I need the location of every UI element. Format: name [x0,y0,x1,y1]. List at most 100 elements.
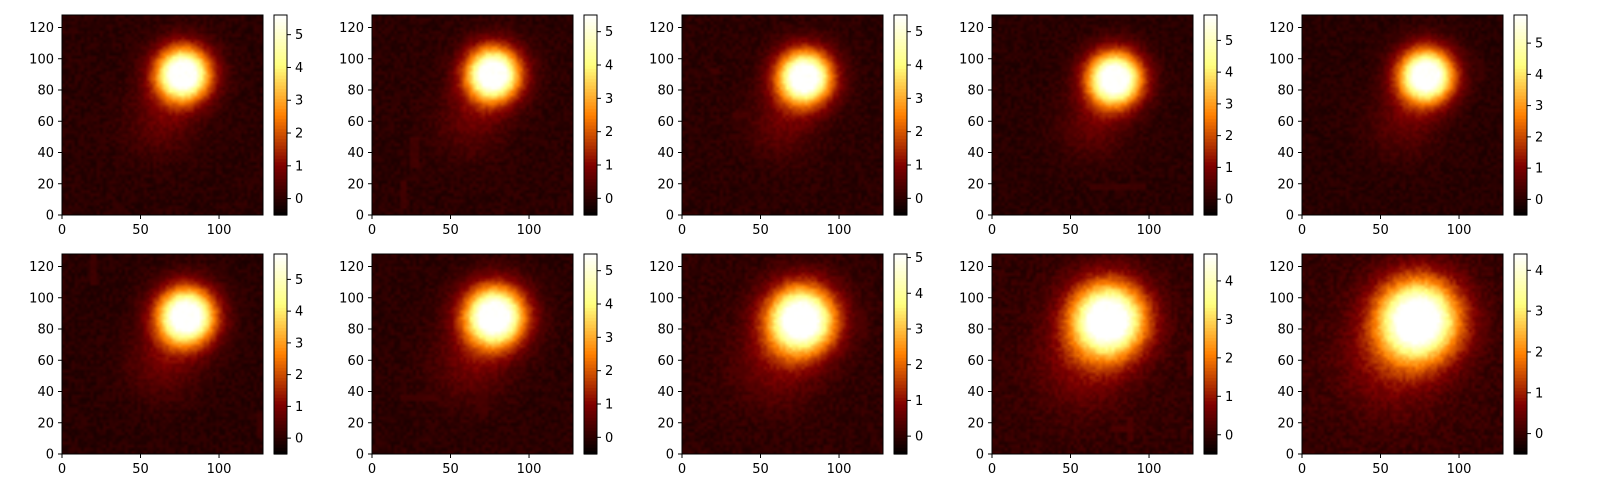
colorbar-step [1514,374,1527,378]
colorbar-step [584,300,597,305]
colorbar-step [584,414,597,418]
colorbar-step [274,404,287,408]
colorbar-step [1204,270,1217,275]
y-tick-label: 100 [29,291,54,306]
colorbar-step [1204,417,1217,422]
colorbar-tick-label: 5 [1225,34,1233,49]
colorbar-step [584,151,597,156]
colorbar-step [894,394,907,398]
colorbar-step [1204,297,1217,302]
y-tick-label: 0 [976,448,984,463]
y-tick-label: 20 [657,416,674,431]
colorbar-step [894,161,907,166]
colorbar-step [894,277,907,282]
colorbar-step [1514,185,1527,189]
colorbar-step [274,304,287,308]
colorbar-step [274,188,287,193]
colorbar-tick-label: 0 [605,431,613,446]
colorbar-step [1514,404,1527,408]
colorbar-tick-label: 1 [1225,161,1233,176]
colorbar-step [584,320,597,325]
colorbar-step [1204,51,1217,56]
heatmap-panel-5: 0 50 100 0 20 40 60 80 100 120 0 1 2 3 4 5 [1269,14,1543,238]
colorbar-step [274,270,287,275]
colorbar-step [1204,198,1217,203]
colorbar-step [894,350,907,355]
colorbar-step [1204,277,1217,282]
colorbar-step [1514,198,1527,203]
colorbar-step [894,417,907,422]
colorbar-step [1204,111,1217,116]
colorbar-step [1204,78,1217,83]
colorbar-tick-label: 1 [605,398,613,413]
colorbar-step [894,65,907,69]
colorbar-step [894,31,907,36]
y-tick-label: 60 [657,115,674,130]
colorbar: 0 1 2 3 4 5 [583,253,613,455]
colorbar-step [584,148,597,153]
colorbar-frame [273,14,288,216]
colorbar-step [894,284,907,288]
x-tick-label: 50 [442,462,459,477]
colorbar-step [1204,48,1217,53]
colorbar-step [584,347,597,352]
colorbar-step [584,78,597,83]
colorbar-step [274,260,287,265]
colorbar-step [274,380,287,385]
colorbar-step [1514,211,1527,216]
colorbar-step [1204,430,1217,435]
colorbar-step [1514,178,1527,183]
colorbar-step [584,105,597,109]
colorbar-step [584,327,597,332]
colorbar-step [584,98,597,103]
colorbar-step [1514,294,1527,298]
heatmap-image [372,254,573,454]
colorbar-step [274,434,287,438]
colorbar-step [1514,31,1527,36]
colorbar-step [894,444,907,448]
colorbar-step [1204,310,1217,315]
y-tick-label: 120 [29,260,54,275]
x-tick-label: 50 [752,223,769,238]
heatmap-panel-2: 0 50 100 0 20 40 60 80 100 120 0 1 2 3 4 5 [339,14,613,238]
y-tick-label: 0 [1286,209,1294,224]
colorbar-step [1514,78,1527,83]
colorbar-step [584,277,597,282]
colorbar-step [274,78,287,83]
colorbar-step [584,307,597,312]
colorbar-step [1514,75,1527,79]
colorbar-step [1204,450,1217,455]
colorbar-step [274,420,287,425]
colorbar-step [1514,38,1527,43]
colorbar-step [1514,181,1527,186]
y-tick-label: 80 [657,84,674,99]
colorbar-step [1514,437,1527,442]
colorbar-step [1514,71,1527,76]
colorbar-step [274,327,287,332]
colorbar-step [274,75,287,79]
colorbar-step [1204,387,1217,392]
colorbar-step [584,350,597,355]
colorbar-step [1204,370,1217,375]
colorbar-step [584,344,597,348]
colorbar-step [1514,105,1527,109]
colorbar-step [894,317,907,322]
colorbar-step [274,105,287,109]
colorbar-step [1514,41,1527,46]
colorbar-step [274,131,287,136]
colorbar-step [1514,165,1527,169]
colorbar-tick-label: 5 [295,28,303,43]
colorbar-step [1204,118,1217,123]
colorbar-step [894,347,907,352]
colorbar-step [894,314,907,318]
y-tick-label: 0 [666,448,674,463]
colorbar-step [1514,290,1527,295]
colorbar-step [1514,21,1527,26]
colorbar-tick-label: 2 [1225,351,1233,366]
colorbar-step [1204,350,1217,355]
colorbar-step [584,211,597,216]
colorbar-step [274,171,287,176]
colorbar-step [274,417,287,422]
colorbar-step [894,340,907,345]
colorbar-step [1204,314,1217,318]
